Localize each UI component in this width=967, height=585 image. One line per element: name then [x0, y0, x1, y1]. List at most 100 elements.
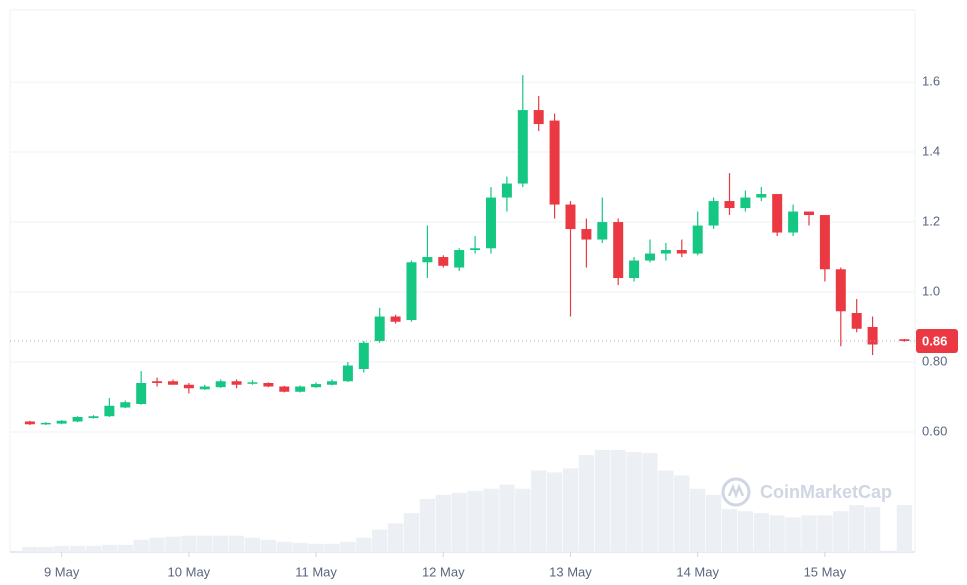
volume-bar	[340, 541, 356, 552]
candle-body	[549, 120, 560, 205]
volume-bar	[260, 539, 277, 552]
volume-bar	[849, 505, 865, 552]
candle-body	[597, 222, 608, 240]
candle-body	[724, 201, 735, 209]
candle-body	[72, 416, 83, 422]
candle-body	[533, 110, 544, 125]
volume-bar	[372, 529, 388, 552]
y-tick-label: 1.2	[922, 213, 940, 228]
volume-bar	[149, 537, 165, 552]
candle-body	[740, 197, 751, 209]
x-tick-label: 15 May	[804, 564, 847, 579]
volume-bar	[69, 545, 86, 552]
candle-body	[470, 248, 481, 251]
candle-body	[485, 197, 496, 249]
volume-bar	[642, 453, 658, 552]
volume-bar	[181, 535, 197, 552]
x-tick-label: 10 May	[168, 564, 211, 579]
x-tick-label: 9 May	[44, 564, 80, 579]
volume-bar	[721, 509, 738, 552]
volume-bar	[833, 511, 849, 552]
candle-body	[311, 384, 322, 388]
candle-body	[803, 211, 814, 216]
volume-bar	[54, 545, 70, 552]
candle-body	[708, 201, 719, 226]
volume-bar	[801, 515, 817, 552]
candle-body	[629, 260, 640, 279]
candle-body	[517, 110, 528, 184]
candle-body	[835, 269, 846, 312]
volume-bar	[467, 490, 483, 552]
volume-bar	[658, 470, 674, 552]
volume-bar	[546, 472, 563, 552]
candle-body	[613, 222, 624, 279]
volume-bar	[531, 470, 547, 552]
candle-body	[88, 416, 99, 418]
candle-body	[247, 382, 258, 384]
y-tick-label: 1.0	[922, 283, 940, 298]
volume-bar	[690, 488, 706, 552]
volume-bar	[753, 513, 769, 552]
candle-body	[851, 313, 862, 329]
candle-body	[756, 194, 767, 198]
logo	[721, 477, 751, 507]
volume-bar	[38, 546, 54, 552]
volume-bar	[499, 484, 515, 552]
candle-body	[342, 365, 353, 382]
last-price-label: 0.86	[922, 333, 947, 348]
x-tick-label: 14 May	[676, 564, 719, 579]
candle-body	[644, 253, 655, 261]
volume-bar	[674, 475, 690, 552]
candle-body	[104, 405, 115, 417]
candle-body	[263, 382, 274, 387]
volume-bar	[864, 507, 881, 552]
y-tick-label: 1.6	[922, 74, 940, 89]
volume-bar	[22, 546, 38, 552]
volume-bar	[117, 544, 133, 552]
volume-bar	[276, 541, 292, 552]
candle-body	[819, 215, 830, 270]
volume-bar	[626, 452, 642, 552]
volume-bar	[610, 450, 626, 552]
candle-body	[676, 250, 687, 254]
candle-body	[374, 316, 385, 342]
candle-body	[772, 194, 783, 233]
volume-bar	[578, 455, 595, 552]
candle-body	[167, 381, 178, 385]
candle-body	[581, 229, 592, 240]
volume-bar	[737, 511, 754, 552]
volume-bar	[403, 513, 420, 552]
volume-bar	[817, 515, 833, 552]
candle-body	[438, 257, 449, 266]
x-tick-label: 12 May	[422, 564, 465, 579]
candle-body	[692, 225, 703, 254]
candle-body	[215, 381, 226, 388]
volume-bar	[197, 535, 213, 552]
candle-body	[136, 382, 147, 404]
candle-body	[788, 211, 799, 233]
volume-bar	[213, 535, 229, 552]
candle-body	[183, 384, 194, 389]
volume-bar	[896, 505, 913, 552]
grid	[10, 81, 915, 433]
x-tick-label: 13 May	[549, 564, 592, 579]
volume-bar	[133, 539, 149, 552]
candle-body	[358, 342, 369, 370]
volume-bar	[292, 542, 308, 552]
volume-bar	[594, 450, 610, 552]
volume-bar	[165, 536, 181, 552]
candles	[24, 75, 910, 425]
candle-body	[279, 386, 290, 392]
volume-bar	[228, 535, 245, 552]
volume-bar	[515, 488, 531, 552]
candle-body	[660, 250, 671, 254]
x-tick-label: 11 May	[295, 564, 337, 579]
volume-bar	[356, 537, 372, 552]
y-tick-label: 1.4	[922, 143, 940, 158]
candle-body	[326, 381, 337, 385]
candle-body	[152, 381, 163, 383]
volume-bar	[419, 498, 436, 552]
candle-body	[422, 257, 433, 263]
watermark: CoinMarketCap	[760, 482, 892, 502]
